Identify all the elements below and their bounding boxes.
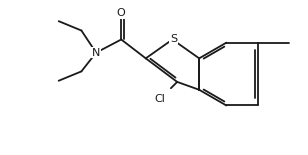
Text: S: S [170, 35, 177, 44]
Text: O: O [117, 8, 126, 18]
Text: N: N [92, 48, 100, 58]
Text: Cl: Cl [154, 94, 165, 104]
